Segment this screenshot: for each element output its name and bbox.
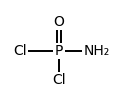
Text: O: O	[54, 15, 64, 29]
Text: NH₂: NH₂	[84, 44, 110, 58]
Text: Cl: Cl	[52, 73, 66, 87]
Text: P: P	[55, 44, 63, 58]
Text: Cl: Cl	[13, 44, 27, 58]
